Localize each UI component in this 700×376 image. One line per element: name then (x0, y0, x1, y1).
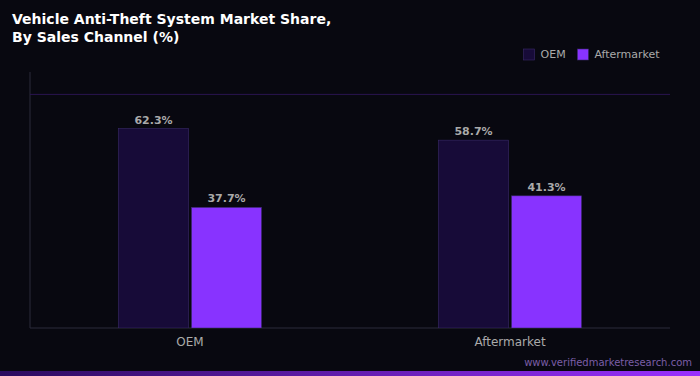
chart: Vehicle Anti-Theft System Market Share, B… (0, 0, 700, 376)
title: Vehicle Anti-Theft System Market Share, B… (12, 11, 331, 45)
data-label: 37.7% (207, 192, 245, 205)
bar (439, 140, 509, 328)
y-axis-line (30, 72, 31, 328)
background (0, 0, 700, 376)
legend-swatch (524, 49, 535, 60)
bar (119, 129, 189, 328)
legend-label: OEM (541, 48, 566, 61)
bars (119, 129, 582, 328)
bar (512, 196, 582, 328)
bar (192, 207, 262, 328)
title-line: By Sales Channel (%) (12, 29, 179, 45)
data-label: 62.3% (134, 114, 172, 127)
reference-line (30, 94, 670, 95)
data-label: 58.7% (454, 125, 492, 138)
legend: OEM Aftermarket (524, 48, 661, 61)
data-label: 41.3% (527, 181, 565, 194)
title-line: Vehicle Anti-Theft System Market Share, (12, 11, 331, 27)
x-tick-label: Aftermarket (474, 335, 545, 349)
decor-strip (0, 371, 700, 376)
data-labels: 62.3% 58.7% 37.7% 41.3% (134, 114, 565, 206)
x-tick-label: OEM (176, 335, 203, 349)
source: www.verifiedmarketresearch.com (524, 357, 692, 368)
legend-swatch (577, 49, 588, 60)
legend-label: Aftermarket (594, 48, 660, 61)
